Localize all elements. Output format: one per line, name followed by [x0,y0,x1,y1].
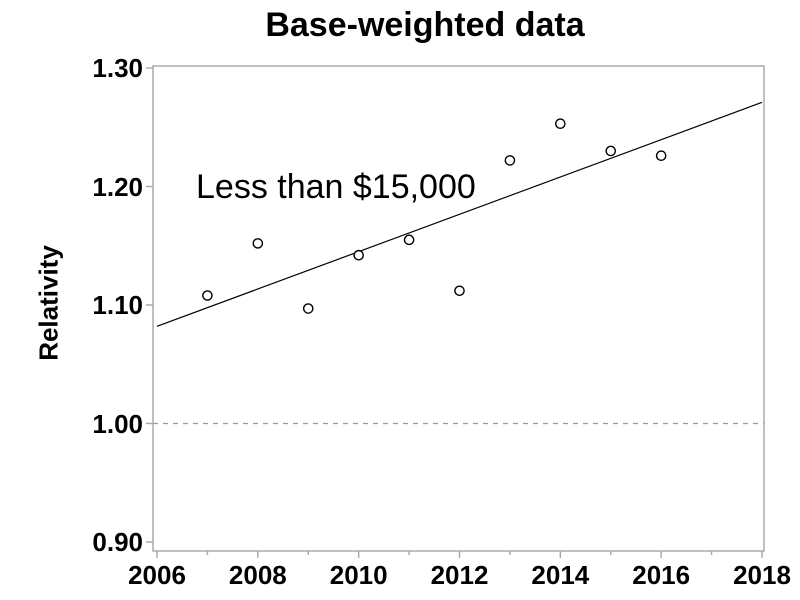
data-point-2008 [252,238,264,249]
data-point-2012 [454,285,465,297]
data-point-2013 [504,155,516,166]
x-tick-label: 2014 [531,560,590,590]
trend-line [156,101,763,327]
x-tick-label: 2008 [228,560,287,590]
y-axis-title: Relativity [33,245,64,361]
x-tick-label: 2010 [329,560,388,590]
data-point-2014 [555,118,566,129]
data-point-2011 [403,234,415,246]
x-tick-label: 2018 [733,560,791,590]
y-tick-label: 1.30 [92,53,143,83]
chart-title: Base-weighted data [265,6,585,44]
y-tick-label: 1.10 [92,290,143,320]
plot-frame [152,65,765,552]
y-tick-label: 1.00 [92,408,143,439]
x-tick-label: 2012 [430,560,489,590]
x-tick-label: 2006 [128,560,186,590]
data-point-2015 [605,145,617,157]
y-tick-label: 1.20 [92,171,143,202]
data-point-2007 [202,290,213,301]
data-point-2010 [353,249,364,261]
y-tick-label: 0.90 [92,527,143,557]
data-point-2016 [655,150,667,161]
series-annotation: Less than $15,000 [196,168,476,206]
data-point-2009 [302,303,314,314]
x-tick-label: 2016 [632,560,691,590]
